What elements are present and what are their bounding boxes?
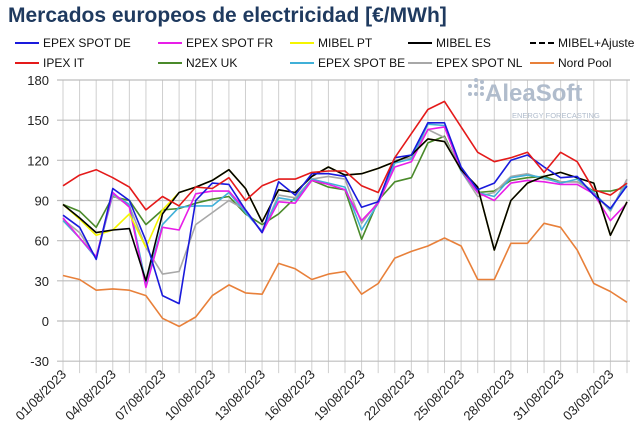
legend-swatch — [290, 42, 314, 44]
legend-label: EPEX SPOT DE — [43, 36, 131, 50]
legend-label: EPEX SPOT FR — [186, 36, 274, 50]
series-line-nord-pool — [62, 222, 628, 328]
legend-label: MIBEL ES — [436, 36, 491, 50]
legend-item: IPEX IT — [15, 56, 84, 70]
legend-swatch — [15, 42, 39, 44]
legend-swatch — [158, 62, 182, 64]
legend-swatch — [15, 62, 39, 64]
legend-label: IPEX IT — [43, 56, 85, 70]
watermark-logo: AleaSoft — [485, 80, 582, 107]
legend-swatch — [158, 42, 182, 44]
y-tick-label: 30 — [35, 274, 49, 289]
x-tick-label: 03/09/2023 — [560, 367, 617, 424]
legend-label: MIBEL+Ajuste — [558, 36, 635, 50]
y-tick-label: 90 — [35, 194, 49, 209]
legend-item: EPEX SPOT FR — [158, 36, 273, 50]
y-tick-label: 150 — [27, 113, 49, 128]
legend-label: N2EX UK — [186, 56, 238, 70]
y-tick-label: -30 — [30, 354, 49, 369]
legend-label: EPEX SPOT NL — [436, 56, 523, 70]
x-tick-label: 28/08/2023 — [460, 367, 517, 424]
y-tick-label: 180 — [27, 73, 49, 88]
watermark-dot — [480, 92, 484, 96]
x-tick-label: 31/08/2023 — [510, 367, 567, 424]
x-tick-label: 25/08/2023 — [411, 367, 468, 424]
x-tick-label: 13/08/2023 — [212, 367, 269, 424]
legend-swatch — [408, 42, 432, 44]
watermark-dot — [468, 92, 472, 96]
series-line-mibel-es — [62, 138, 628, 282]
legend-swatch — [408, 62, 432, 64]
legend-item: EPEX SPOT DE — [15, 36, 131, 50]
watermark-dot — [480, 86, 484, 90]
legend-label: EPEX SPOT BE — [318, 56, 406, 70]
watermark-dot — [480, 80, 484, 84]
x-tick-label: 19/08/2023 — [311, 367, 368, 424]
legend-item: EPEX SPOT BE — [290, 56, 405, 70]
watermark-tagline: ENERGY FORECASTING — [512, 111, 600, 120]
legend-item: MIBEL PT — [290, 36, 372, 50]
legend-item: EPEX SPOT NL — [408, 56, 522, 70]
legend-swatch — [530, 62, 554, 64]
series-line-ipex-it — [62, 100, 628, 211]
watermark-dot — [474, 92, 478, 96]
x-tick-label: 01/08/2023 — [12, 367, 69, 424]
series-line-epex-spot-be — [62, 123, 628, 285]
legend-label: MIBEL PT — [318, 36, 373, 50]
legend-swatch — [290, 62, 314, 64]
legend-swatch — [530, 42, 554, 44]
x-tick-label: 10/08/2023 — [162, 367, 219, 424]
legend-item: MIBEL ES — [408, 36, 491, 50]
y-tick-label: 0 — [42, 314, 49, 329]
x-tick-label: 16/08/2023 — [261, 367, 318, 424]
legend-item: N2EX UK — [158, 56, 237, 70]
legend-item: Nord Pool — [530, 56, 611, 70]
watermark-dot — [474, 84, 478, 88]
x-tick-label: 04/08/2023 — [62, 367, 119, 424]
legend-label: Nord Pool — [558, 56, 612, 70]
legend-item: MIBEL+Ajuste — [530, 36, 634, 50]
chart-title: Mercados europeos de electricidad [€/MWh… — [8, 4, 447, 27]
watermark-dot — [474, 78, 478, 82]
y-tick-label: 120 — [27, 153, 49, 168]
x-tick-label: 22/08/2023 — [361, 367, 418, 424]
x-tick-label: 07/08/2023 — [112, 367, 169, 424]
watermark-dot — [468, 84, 472, 88]
y-tick-label: 60 — [35, 234, 49, 249]
